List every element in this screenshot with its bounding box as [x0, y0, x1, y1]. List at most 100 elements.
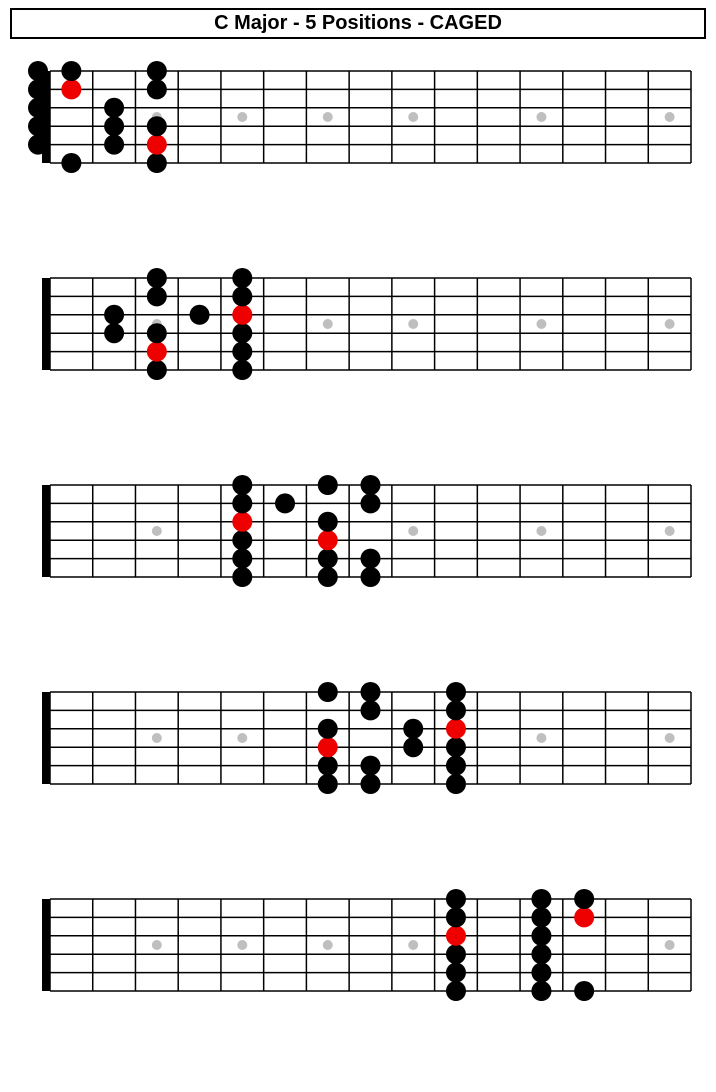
fret-marker — [408, 526, 418, 536]
note-dot — [147, 286, 167, 306]
fret-marker — [665, 319, 675, 329]
note-dot — [28, 61, 48, 81]
note-dot — [361, 493, 381, 513]
note-dot — [531, 889, 551, 909]
note-dot — [446, 774, 466, 794]
note-dot — [28, 116, 48, 136]
note-dot — [318, 475, 338, 495]
note-dot — [446, 981, 466, 1001]
fret-marker — [152, 940, 162, 950]
note-dot — [574, 889, 594, 909]
fret-marker — [152, 733, 162, 743]
fret-marker — [323, 112, 333, 122]
note-dot — [361, 774, 381, 794]
note-dot-root — [318, 530, 338, 550]
note-dot-root — [574, 907, 594, 927]
note-dot — [147, 360, 167, 380]
fretboard-position-3 — [15, 471, 701, 591]
fret-marker — [536, 733, 546, 743]
note-dot-root — [446, 719, 466, 739]
nut — [42, 692, 50, 784]
note-dot — [147, 268, 167, 288]
note-dot — [147, 79, 167, 99]
note-dot — [446, 756, 466, 776]
nut — [42, 899, 50, 991]
fretboard-svg — [15, 471, 701, 591]
fret-marker — [237, 733, 247, 743]
note-dot — [361, 682, 381, 702]
note-dot — [446, 963, 466, 983]
note-dot — [318, 774, 338, 794]
note-dot — [403, 737, 423, 757]
note-dot-root — [147, 342, 167, 362]
note-dot — [531, 907, 551, 927]
note-dot — [147, 153, 167, 173]
note-dot — [232, 360, 252, 380]
note-dot — [104, 98, 124, 118]
note-dot — [232, 323, 252, 343]
nut — [42, 485, 50, 577]
note-dot — [28, 98, 48, 118]
note-dot — [232, 286, 252, 306]
note-dot — [61, 153, 81, 173]
note-dot — [104, 135, 124, 155]
fretboard-svg — [15, 57, 701, 177]
note-dot — [232, 549, 252, 569]
fretboard-svg — [15, 678, 701, 798]
fret-marker — [237, 112, 247, 122]
fret-marker — [665, 526, 675, 536]
fret-marker — [665, 940, 675, 950]
fret-marker — [536, 112, 546, 122]
fret-marker — [323, 319, 333, 329]
note-dot — [318, 756, 338, 776]
note-dot-root — [446, 926, 466, 946]
note-dot — [531, 981, 551, 1001]
fret-marker — [408, 319, 418, 329]
note-dot — [361, 567, 381, 587]
fret-marker — [408, 940, 418, 950]
note-dot — [232, 475, 252, 495]
fret-marker — [408, 112, 418, 122]
fret-marker — [323, 940, 333, 950]
note-dot — [361, 700, 381, 720]
note-dot — [147, 116, 167, 136]
note-dot — [446, 700, 466, 720]
fretboard-svg — [15, 885, 701, 1005]
note-dot — [446, 682, 466, 702]
note-dot — [446, 737, 466, 757]
fretboard-position-2 — [15, 264, 701, 384]
note-dot — [275, 493, 295, 513]
note-dot — [531, 944, 551, 964]
note-dot — [104, 305, 124, 325]
note-dot — [28, 79, 48, 99]
note-dot — [28, 135, 48, 155]
fret-marker — [536, 319, 546, 329]
note-dot — [574, 981, 594, 1001]
fretboards-container — [0, 57, 716, 1005]
note-dot — [446, 907, 466, 927]
fret-marker — [536, 526, 546, 536]
diagram-title: C Major - 5 Positions - CAGED — [10, 8, 706, 39]
note-dot — [318, 512, 338, 532]
note-dot — [531, 926, 551, 946]
fret-marker — [665, 112, 675, 122]
note-dot — [361, 475, 381, 495]
fret-marker — [152, 526, 162, 536]
note-dot — [104, 116, 124, 136]
fretboard-position-5 — [15, 885, 701, 1005]
fretboard-position-4 — [15, 678, 701, 798]
fretboard-position-1 — [15, 57, 701, 177]
note-dot-root — [61, 79, 81, 99]
note-dot — [232, 493, 252, 513]
note-dot — [318, 549, 338, 569]
nut — [42, 278, 50, 370]
note-dot — [104, 323, 124, 343]
note-dot — [232, 342, 252, 362]
note-dot — [232, 268, 252, 288]
note-dot — [190, 305, 210, 325]
note-dot — [446, 889, 466, 909]
note-dot — [531, 963, 551, 983]
fretboard-svg — [15, 264, 701, 384]
note-dot-root — [232, 512, 252, 532]
fret-marker — [237, 940, 247, 950]
